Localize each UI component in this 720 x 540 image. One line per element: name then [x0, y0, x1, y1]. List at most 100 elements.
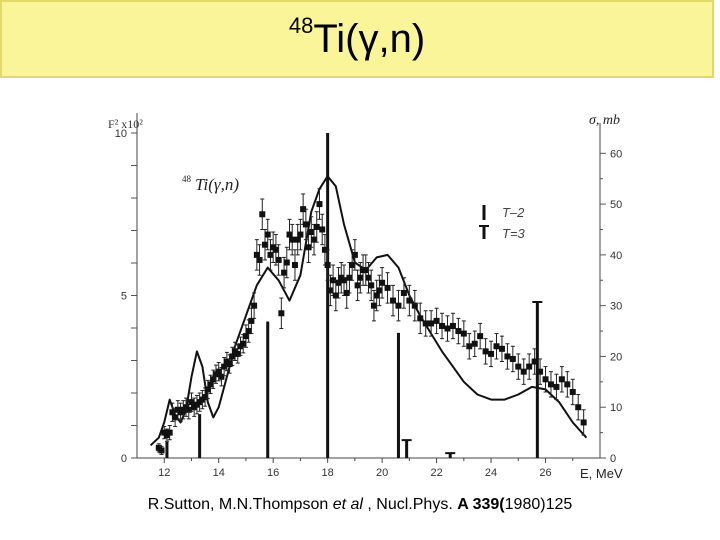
ref-volume: A 339( [457, 496, 505, 513]
data-point [251, 302, 258, 309]
data-point [547, 381, 554, 388]
reference-citation: R.Sutton, M.N.Thompson et al , Nucl.Phys… [0, 496, 720, 514]
data-point [373, 292, 380, 299]
title-mass-number: 48 [288, 13, 314, 39]
ref-authors: R.Sutton, M.N.Thompson [147, 496, 333, 513]
data-point [215, 368, 222, 375]
data-point [275, 256, 282, 263]
data-point [477, 333, 484, 340]
data-point [384, 284, 391, 291]
data-point [234, 350, 241, 357]
data-point [515, 363, 522, 370]
data-point [343, 289, 350, 296]
data-point [370, 302, 377, 309]
data-point [340, 277, 347, 284]
theory-curve [149, 175, 588, 447]
data-point [281, 269, 288, 276]
data-point [526, 363, 533, 370]
data-point [242, 333, 249, 340]
data-point [204, 386, 211, 393]
data-point [305, 244, 312, 251]
right-tick-label: 0 [610, 453, 616, 465]
right-tick-label: 60 [610, 148, 622, 160]
data-point [537, 368, 544, 375]
data-point [406, 297, 413, 304]
data-point [330, 277, 337, 284]
data-point [439, 322, 446, 329]
data-point [466, 343, 473, 350]
ref-year-page: 1980)125 [504, 496, 573, 513]
data-point [357, 274, 364, 281]
data-point [218, 373, 225, 380]
data-point [300, 206, 307, 213]
data-point [493, 343, 500, 350]
data-point [169, 409, 176, 416]
data-point [185, 406, 192, 413]
data-point [455, 328, 462, 335]
data-point [349, 262, 356, 269]
data-point [278, 310, 285, 317]
ref-etal: et al [332, 496, 363, 513]
data-point [256, 256, 263, 263]
data-point [575, 404, 582, 411]
data-point [542, 376, 549, 383]
x-tick-label: 22 [430, 467, 442, 479]
data-point [376, 287, 383, 294]
data-point [264, 231, 271, 238]
data-point [553, 383, 560, 390]
data-point [289, 236, 296, 243]
data-point [335, 279, 342, 286]
x-tick-label: 20 [376, 467, 388, 479]
x-tick-label: 18 [322, 467, 334, 479]
data-point [498, 345, 505, 352]
slide-title-box: 48Ti(γ,n) [0, 0, 714, 78]
data-point [202, 394, 209, 401]
data-point [302, 221, 309, 228]
data-point [245, 328, 252, 335]
data-point [471, 340, 478, 347]
data-point [520, 368, 527, 375]
data-point [272, 246, 279, 253]
data-point [488, 350, 495, 357]
inset-label-mass: 48 [182, 174, 192, 184]
data-point [346, 274, 353, 281]
data-point [504, 353, 511, 360]
data-point [172, 414, 179, 421]
x-tick-label: 26 [539, 467, 551, 479]
right-tick-label: 30 [610, 301, 622, 313]
data-point [297, 231, 304, 238]
data-point [240, 340, 247, 347]
data-point [379, 279, 386, 286]
data-point [531, 358, 538, 365]
data-point [253, 251, 260, 258]
right-tick-label: 20 [610, 351, 622, 363]
left-tick-label: 5 [121, 291, 127, 303]
ref-journal: , Nucl.Phys. [362, 496, 458, 513]
data-point [368, 282, 375, 289]
data-point [509, 355, 516, 362]
data-point [229, 353, 236, 360]
data-point [311, 236, 318, 243]
x-tick-label: 14 [213, 467, 225, 479]
data-point [433, 317, 440, 324]
inset-label: Ti(γ,n) [195, 175, 239, 194]
data-point [248, 317, 255, 324]
data-point [286, 231, 293, 238]
right-tick-label: 50 [610, 199, 622, 211]
data-point [365, 274, 372, 281]
data-point [327, 287, 334, 294]
data-point [449, 322, 456, 329]
left-tick-label: 10 [115, 128, 127, 140]
data-point [158, 447, 165, 454]
data-point [482, 348, 489, 355]
data-point [390, 297, 397, 304]
data-point [226, 361, 233, 368]
title-reaction: Ti(γ,n) [313, 16, 426, 61]
data-point [313, 223, 320, 230]
data-point [262, 241, 269, 248]
data-point [558, 376, 565, 383]
data-point [166, 429, 173, 436]
left-axis-label: F² x10² [108, 117, 143, 131]
data-point [362, 267, 369, 274]
